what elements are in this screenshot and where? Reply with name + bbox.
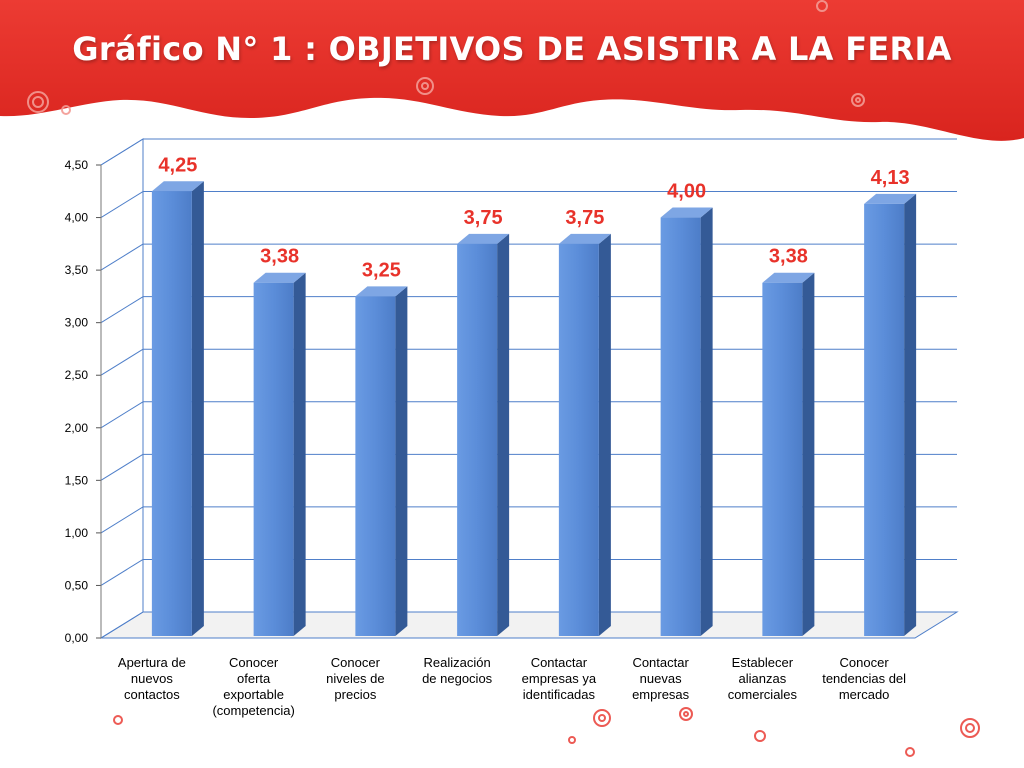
x-tick-label-line: oferta <box>237 671 271 686</box>
data-label: 4,13 <box>871 167 910 189</box>
x-tick-label-line: identificadas <box>522 687 596 702</box>
x-tick-label-line: comerciales <box>727 687 798 702</box>
x-tick-label: Realización de negocios <box>405 655 509 687</box>
bar-side <box>802 272 815 636</box>
x-tick-label: Establecer alianzas comerciales <box>710 655 814 703</box>
bar-side <box>395 286 408 636</box>
data-label: 4,25 <box>158 154 197 176</box>
x-tick-label-line: de negocios <box>422 671 493 686</box>
x-tick-label-line: mercado <box>838 687 890 702</box>
y-tick-label: 4,00 <box>65 211 89 225</box>
x-tick-label-line: Apertura de <box>117 655 186 670</box>
bar-side <box>700 207 713 637</box>
bar-side <box>497 233 510 637</box>
gridline-depth <box>100 559 144 586</box>
banner-decorations <box>27 0 865 115</box>
gridline-depth <box>100 243 144 271</box>
x-tick-label-line: precios <box>334 687 377 702</box>
bar-side <box>598 233 611 637</box>
bar-top <box>355 286 408 297</box>
bar-top <box>457 233 510 244</box>
x-tick-label: Apertura de nuevos contactos <box>100 655 204 703</box>
bar-top <box>558 233 611 244</box>
x-tick-label-line: tendencias del <box>822 671 907 686</box>
bar <box>355 296 396 636</box>
y-tick-label: 2,50 <box>65 368 89 382</box>
x-tick-label-line: Contactar <box>530 655 588 670</box>
gridline-depth <box>100 401 144 429</box>
data-label: 3,38 <box>769 246 808 268</box>
bar-side <box>904 193 917 636</box>
y-tick-label: 1,50 <box>65 473 89 487</box>
gridline-depth <box>100 138 144 166</box>
bar-top <box>762 272 815 283</box>
bar-top <box>864 193 917 204</box>
x-tick-label-line: exportable <box>223 687 284 702</box>
x-tick-label-line: nuevos <box>130 671 173 686</box>
page-title: Gráfico N° 1 : OBJETIVOS DE ASISTIR A LA… <box>72 30 952 68</box>
x-tick-label: Conocer niveles de precios <box>303 655 407 703</box>
data-label: 3,75 <box>565 207 604 229</box>
x-tick-label-line: contactos <box>124 687 180 702</box>
y-tick-label: 0,00 <box>65 631 89 645</box>
x-tick-label: Contactar empresas ya identificadas <box>507 655 611 703</box>
y-tick-label: 0,50 <box>65 578 89 592</box>
data-label: 4,00 <box>667 181 706 203</box>
gridline-depth <box>100 191 144 218</box>
gridline-depth <box>100 296 144 324</box>
x-tick-label: Contactar nuevas empresas <box>609 655 713 703</box>
x-tick-label-line: alianzas <box>738 671 787 686</box>
gridline-depth <box>100 453 144 481</box>
y-tick-label: 2,00 <box>65 421 89 435</box>
x-tick-label: Conocer oferta exportable (competencia) <box>202 655 306 719</box>
bar <box>660 217 701 637</box>
bar-top <box>151 181 204 192</box>
bar-top <box>660 207 713 218</box>
header-banner <box>0 0 1024 141</box>
y-tick-label: 3,50 <box>65 263 89 277</box>
chart-floor <box>99 611 959 639</box>
x-tick-label-line: nuevas <box>639 671 682 686</box>
y-tick-label: 1,00 <box>65 526 89 540</box>
bar-side <box>191 181 204 636</box>
x-tick-label-line: Conocer <box>330 655 380 670</box>
footer-decorations <box>113 707 980 757</box>
gridline-depth <box>100 611 144 639</box>
bar-top <box>253 272 306 283</box>
x-tick-label-line: Conocer <box>839 655 889 670</box>
x-tick-label-line: Conocer <box>229 655 279 670</box>
bar <box>864 203 905 636</box>
bar <box>762 282 803 636</box>
gridline-depth <box>100 348 144 376</box>
bar-side <box>293 272 306 636</box>
bar <box>558 243 599 637</box>
plot-area: 0,00 0,50 1,00 1,50 2,00 2,50 3,00 3,50 4,00 4,50… <box>65 138 959 645</box>
data-label: 3,38 <box>260 246 299 268</box>
x-tick-label: Conocer tendencias del mercado <box>812 655 916 703</box>
bar <box>457 243 498 637</box>
bar <box>151 191 192 636</box>
data-label: 3,75 <box>464 207 503 229</box>
gridline-depth <box>100 506 144 534</box>
x-tick-label-line: empresas ya <box>521 671 597 686</box>
data-label: 3,25 <box>362 259 401 281</box>
x-tick-label-line: Contactar <box>632 655 689 670</box>
x-tick-label-line: Realización <box>423 655 491 670</box>
bar <box>253 282 294 636</box>
y-tick-label: 4,50 <box>65 158 89 172</box>
x-tick-label-line: niveles de <box>326 671 385 686</box>
x-tick-label-line: empresas <box>632 687 690 702</box>
y-tick-label: 3,00 <box>65 316 89 330</box>
x-tick-label-line: (competencia) <box>212 703 295 718</box>
x-tick-label-line: Establecer <box>731 655 794 670</box>
